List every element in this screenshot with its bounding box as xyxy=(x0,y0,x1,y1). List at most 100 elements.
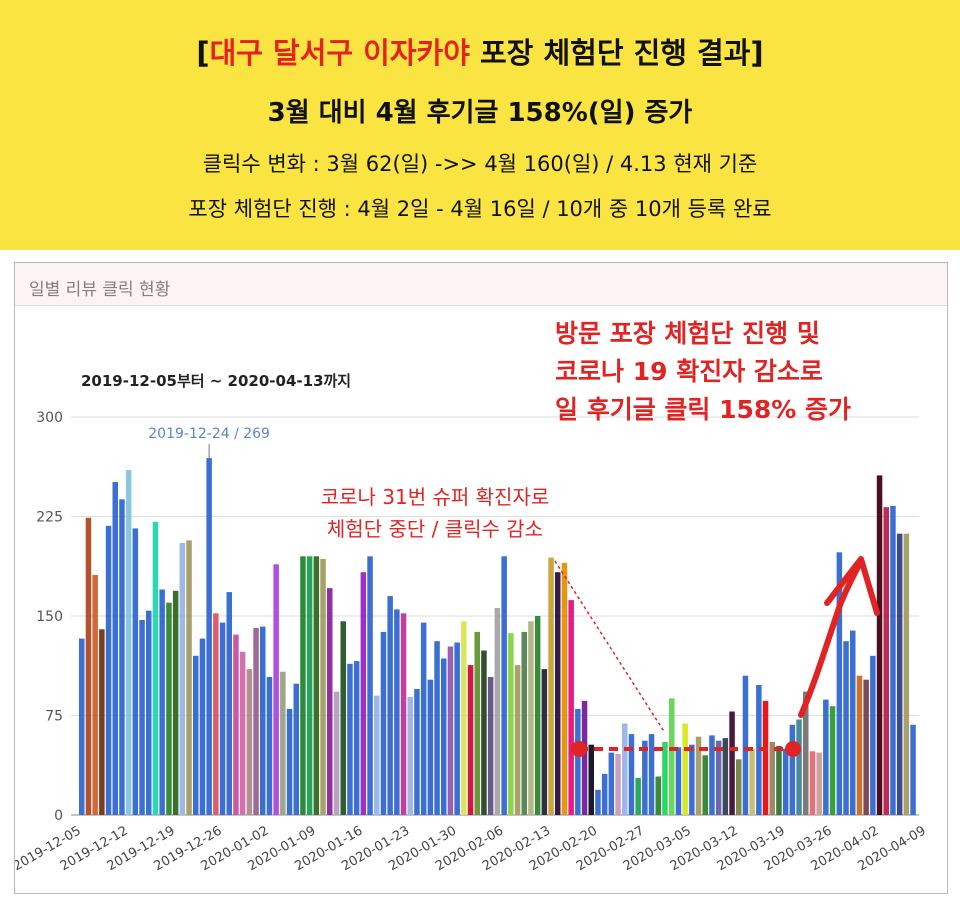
bar xyxy=(420,622,427,815)
bar xyxy=(85,517,92,815)
headline-red-part: 대구 달서구 이자카야 xyxy=(209,36,470,70)
bar xyxy=(896,533,903,815)
bar xyxy=(280,671,286,815)
bar xyxy=(112,482,118,815)
bar xyxy=(789,724,796,815)
bar xyxy=(829,706,836,815)
bar xyxy=(273,564,279,815)
campaign-progress-text: 포장 체험단 진행 : 4월 2일 - 4월 16일 / 10개 중 10개 등… xyxy=(188,197,772,221)
bar xyxy=(762,700,769,815)
bar xyxy=(152,521,159,815)
bar xyxy=(662,742,668,815)
bar xyxy=(521,631,527,815)
increase-arrow-shaft xyxy=(798,558,864,718)
bar xyxy=(260,626,266,815)
bar xyxy=(548,557,554,815)
headline: [대구 달서구 이자카야 포장 체험단 진행 결과] xyxy=(0,30,960,72)
bar xyxy=(353,661,360,815)
subheadline: 3월 대비 4월 후기글 158%(일) 증가 xyxy=(267,98,693,128)
bar xyxy=(736,759,742,815)
bar xyxy=(300,556,306,815)
click-change-text: 클릭수 변화 : 3월 62(일) ->> 4월 160(일) / 4.13 현… xyxy=(202,152,758,176)
bar xyxy=(776,746,782,815)
bar xyxy=(568,600,574,815)
right-annotation-line-2: 코로나 19 확진자 감소로 xyxy=(555,357,823,386)
bar xyxy=(387,596,393,815)
bar xyxy=(695,736,702,815)
bar xyxy=(722,738,729,815)
y-tick-label: 0 xyxy=(54,808,63,824)
daily-click-chart: 2019-12-05부터 ~ 2020-04-13까지 0 75 150 225 300 2… xyxy=(15,372,929,874)
bar xyxy=(132,528,139,815)
bar xyxy=(146,610,152,815)
bar xyxy=(514,665,521,815)
bar xyxy=(702,755,708,815)
panel-title: 일별 리뷰 클릭 현황 xyxy=(29,280,171,300)
bar xyxy=(193,655,199,815)
bar xyxy=(555,572,561,815)
bar xyxy=(333,691,340,815)
bar xyxy=(434,641,440,815)
right-annotation: 방문 포장 체험단 진행 및 코로나 19 확진자 감소로 일 후기글 클릭 1… xyxy=(555,315,851,429)
bar xyxy=(253,627,259,815)
bar xyxy=(595,789,601,815)
bar xyxy=(219,622,226,815)
bar xyxy=(682,723,688,815)
bar xyxy=(903,533,910,815)
y-tick-label: 300 xyxy=(36,410,63,426)
bar xyxy=(642,740,648,815)
bar xyxy=(675,747,682,815)
bar xyxy=(447,646,454,815)
bar xyxy=(836,552,843,815)
bar xyxy=(213,613,219,815)
comparison-start-dot xyxy=(571,741,587,757)
bar xyxy=(561,562,568,815)
bar xyxy=(79,638,85,815)
bar xyxy=(709,735,715,815)
bar xyxy=(313,556,320,815)
bar xyxy=(843,641,849,815)
bar xyxy=(534,616,541,815)
increase-arrow-head xyxy=(824,556,880,616)
bar xyxy=(441,658,447,815)
bar xyxy=(206,458,212,815)
y-tick-label: 225 xyxy=(36,510,63,526)
bar xyxy=(239,651,246,815)
bar xyxy=(796,719,802,815)
tooltip-label: 2019-12-24 / 269 xyxy=(148,426,270,442)
bar xyxy=(99,629,105,815)
bar xyxy=(823,699,829,815)
bar xyxy=(756,685,762,815)
bar xyxy=(669,698,675,815)
annotation-pointer-line xyxy=(554,560,666,734)
bar xyxy=(541,669,548,815)
bar xyxy=(226,592,232,815)
bar xyxy=(427,679,434,815)
comparison-end-dot xyxy=(785,741,801,757)
headline-rest: 포장 체험단 진행 결과] xyxy=(469,36,764,70)
bar xyxy=(467,665,474,815)
bar xyxy=(769,742,775,815)
bar xyxy=(648,734,655,815)
bar xyxy=(856,675,863,815)
bar xyxy=(863,679,869,815)
middle-annotation-line-1: 코로나 31번 슈퍼 확진자로 xyxy=(320,485,550,509)
header-banner: [대구 달서구 이자카야 포장 체험단 진행 결과] 3월 대비 4월 후기글 … xyxy=(0,0,960,250)
bar xyxy=(380,631,387,815)
bar xyxy=(414,689,420,815)
right-annotation-line-1: 방문 포장 체험단 진행 및 xyxy=(555,319,820,348)
bar xyxy=(890,505,896,815)
chart-panel: 일별 리뷰 클릭 현황 2019-12-05부터 ~ 2020-04-13까지 0… xyxy=(14,262,948,894)
bar xyxy=(474,631,480,815)
bar xyxy=(347,663,353,815)
bar xyxy=(655,776,661,815)
bar xyxy=(179,543,186,815)
bar xyxy=(876,475,883,815)
bar xyxy=(340,621,346,815)
bar xyxy=(883,507,889,815)
bar xyxy=(608,752,615,815)
bar xyxy=(910,724,916,815)
bar xyxy=(809,751,816,815)
y-tick-label: 150 xyxy=(36,609,63,625)
bar xyxy=(105,525,112,815)
